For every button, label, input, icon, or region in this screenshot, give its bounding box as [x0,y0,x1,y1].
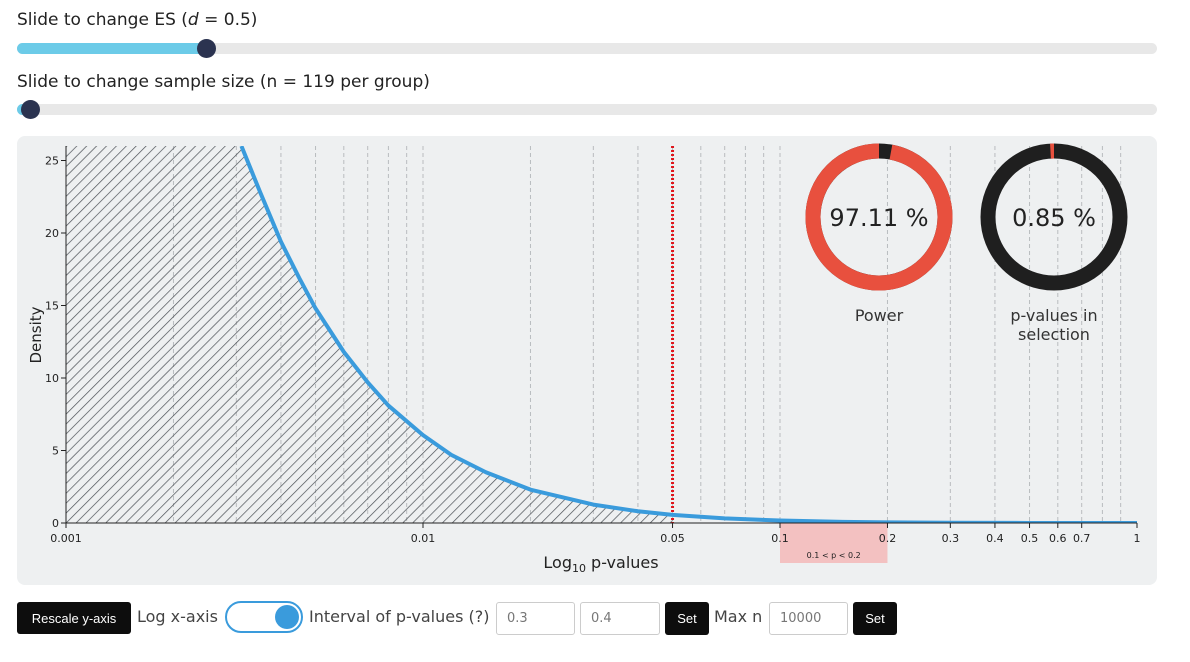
es-slider-fill [17,43,207,54]
x-tick-label: 0.7 [1073,532,1091,545]
y-tick-label: 15 [45,300,59,313]
y-tick-label: 25 [45,155,59,168]
interval-label: Interval of p-values (?) [309,607,490,626]
selection-band [780,523,888,563]
gauge-value: 97.11 % [829,204,928,232]
y-tick-label: 10 [45,372,59,385]
x-tick-label: 0.5 [1021,532,1039,545]
log-toggle[interactable] [225,601,303,633]
es-slider-knob[interactable] [197,39,216,58]
es-slider-label: Slide to change ES (d = 0.5) [17,10,257,30]
maxn-label: Max n [714,607,763,626]
x-tick-label: 0.01 [411,532,436,545]
y-tick-label: 0 [52,517,59,530]
toggle-knob [275,605,299,629]
gauge-value: 0.85 % [1012,204,1096,232]
y-axis-label: Density [27,306,45,363]
set-button[interactable]: Set [665,602,709,635]
x-tick-label: 0.4 [986,532,1004,545]
selection-label: 0.1 < p < 0.2 [807,551,861,560]
y-tick-label: 5 [52,445,59,458]
es-slider[interactable] [17,43,1157,54]
x-tick-label: 0.05 [660,532,685,545]
x-tick-label: 1 [1134,532,1141,545]
label-text: = 0.5) [198,10,258,30]
n-slider-knob[interactable] [21,100,40,119]
chart-panel: Log10 p-values Density 0.1 < p < 0.2 0 5 10… [17,136,1157,585]
y-tick-label: 20 [45,227,59,240]
gauge-arc [805,143,953,291]
gauge-caption: Power [854,306,904,325]
x-tick-label: 0.001 [50,532,82,545]
interval-low-input[interactable] [496,602,575,635]
label-text: Slide to change ES ( [17,10,188,30]
x-label-text: Log [543,553,572,572]
x-tick-label: 0.1 [771,532,789,545]
gauge-caption: p-values in selection [1010,306,1098,344]
x-tick-label: 0.2 [879,532,897,545]
maxn-input[interactable] [769,602,848,635]
rescale-button[interactable]: Rescale y-axis [17,602,131,634]
x-axis-label: Log10 p-values [543,553,658,575]
x-tick-label: 0.3 [942,532,960,545]
interval-high-input[interactable] [580,602,660,635]
n-slider-label: Slide to change sample size (n = 119 per… [17,72,430,92]
label-var: d [187,10,199,30]
set-button[interactable]: Set [853,602,897,635]
chart: Log10 p-values Density 0.1 < p < 0.20510… [27,143,1141,575]
n-slider[interactable] [17,104,1157,115]
x-tick-label: 0.6 [1049,532,1067,545]
significant-area [66,146,673,523]
x-label-sub: 10 [572,562,586,575]
log-label: Log x-axis [137,607,218,626]
x-label-text: p-values [586,553,659,572]
